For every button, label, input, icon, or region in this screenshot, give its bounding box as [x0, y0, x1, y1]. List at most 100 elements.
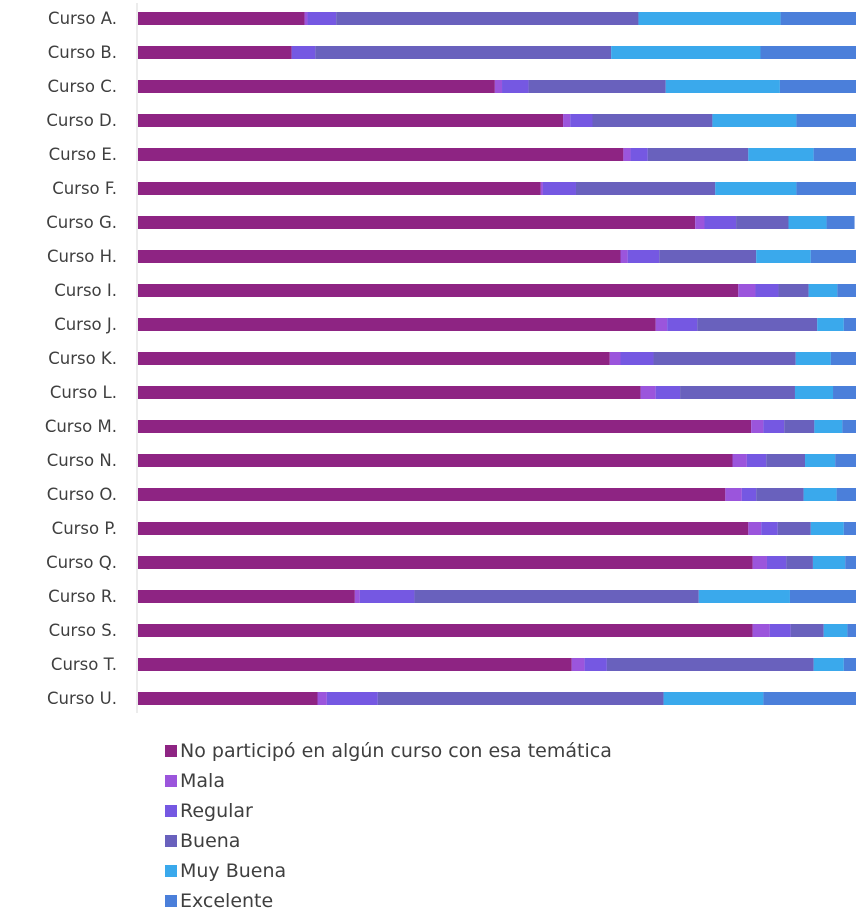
- bar-segment-series-5: [842, 420, 856, 433]
- bar-segment-series-3: [790, 624, 824, 637]
- bar-segment-series-1: [623, 148, 631, 161]
- bar-segment-series-4: [712, 114, 797, 127]
- bar-segment-series-1: [304, 12, 308, 25]
- category-label: Curso L.: [50, 383, 117, 402]
- bar-segment-series-5: [796, 114, 856, 127]
- category-label: Curso G.: [46, 213, 117, 232]
- bar-segment-series-4: [795, 352, 831, 365]
- bar-segment-series-1: [695, 216, 705, 229]
- bar-segment-series-5: [763, 692, 856, 705]
- bar-segment-series-0: [138, 182, 541, 195]
- bar-segment-series-3: [315, 46, 612, 59]
- bar-segment-series-2: [542, 182, 576, 195]
- bar-segment-series-1: [609, 352, 621, 365]
- bar-segment-series-3: [786, 556, 813, 569]
- bar-segment-series-2: [291, 46, 316, 59]
- bar-segment-series-3: [778, 284, 809, 297]
- bar-segment-series-2: [307, 12, 337, 25]
- bar-segment-series-4: [813, 658, 844, 671]
- bar-segment-series-5: [843, 658, 856, 671]
- bar-segment-series-4: [756, 250, 811, 263]
- bar-segment-series-3: [647, 148, 749, 161]
- bar-segment-series-3: [575, 182, 716, 195]
- bar-segment-series-2: [584, 658, 607, 671]
- bar-segment-series-0: [138, 250, 621, 263]
- bar-segment-series-4: [803, 488, 837, 501]
- bar-segment-series-5: [830, 352, 856, 365]
- bar-segment-series-1: [317, 692, 327, 705]
- bar-segment-series-3: [756, 488, 804, 501]
- bar-segment-series-5: [847, 624, 856, 637]
- bar-segment-series-5: [779, 80, 856, 93]
- bar-segment-series-0: [138, 386, 641, 399]
- bar-segment-series-1: [620, 250, 628, 263]
- bar-segment-series-3: [592, 114, 713, 127]
- bar-segment-series-0: [138, 114, 564, 127]
- category-label: Curso H.: [47, 247, 117, 266]
- bar-segment-series-2: [704, 216, 737, 229]
- bar-segment-series-3: [697, 318, 818, 331]
- bar-segment-series-0: [138, 590, 355, 603]
- bar-segment-series-0: [138, 488, 726, 501]
- bar-segment-series-2: [763, 420, 785, 433]
- bar-segment-series-2: [746, 454, 767, 467]
- bar-segment-series-5: [796, 182, 856, 195]
- bar-segment-series-5: [789, 590, 856, 603]
- bar-segment-series-5: [845, 556, 856, 569]
- legend-label: Excelente: [180, 890, 273, 912]
- category-label: Curso B.: [48, 43, 117, 62]
- bar-segment-series-0: [138, 454, 733, 467]
- bar-segment-series-3: [377, 692, 664, 705]
- bar-segment-series-4: [638, 12, 781, 25]
- bar-segment-series-1: [640, 386, 656, 399]
- bar-segment-series-3: [606, 658, 814, 671]
- bar-segment-series-0: [138, 46, 292, 59]
- bar-segment-series-3: [414, 590, 699, 603]
- bar-segment-series-1: [751, 420, 764, 433]
- category-labels: Curso A. Curso B. Curso C. Curso D. Curso E.…: [45, 9, 117, 708]
- bar-segment-series-5: [833, 386, 856, 399]
- category-label: Curso P.: [52, 519, 117, 538]
- bar-segment-series-4: [810, 522, 844, 535]
- bar-segment-series-3: [777, 522, 811, 535]
- bar-segment-series-1: [540, 182, 543, 195]
- bar-segment-series-0: [138, 692, 318, 705]
- bar-segment-series-2: [755, 284, 779, 297]
- category-label: Curso E.: [49, 145, 117, 164]
- category-label: Curso A.: [48, 9, 117, 28]
- bar-segment-series-3: [336, 12, 639, 25]
- bar-segment-series-1: [732, 454, 747, 467]
- category-label: Curso C.: [48, 77, 117, 96]
- legend-swatch: [165, 835, 177, 847]
- bar-segment-series-5: [826, 216, 855, 229]
- bar-segment-series-2: [761, 522, 778, 535]
- bar-segment-series-2: [741, 488, 757, 501]
- category-label: Curso J.: [54, 315, 117, 334]
- category-label: Curso T.: [51, 655, 117, 674]
- legend-swatch: [165, 775, 177, 787]
- legend-label: Muy Buena: [180, 860, 286, 882]
- bar-segment-series-2: [655, 386, 681, 399]
- bar-segment-series-2: [630, 148, 648, 161]
- bar-segment-series-0: [138, 80, 495, 93]
- bar-segment-series-1: [738, 284, 756, 297]
- bar-segment-series-5: [843, 318, 856, 331]
- bar-segment-series-0: [138, 284, 739, 297]
- bar-segment-series-3: [784, 420, 815, 433]
- bar-segment-series-2: [766, 556, 787, 569]
- bar-segment-series-4: [611, 46, 761, 59]
- legend-label: Buena: [180, 830, 240, 852]
- bars-layer: [138, 12, 856, 705]
- legend-label: No participó en algún curso con esa temá…: [180, 740, 612, 762]
- bar-segment-series-1: [571, 658, 585, 671]
- bar-segment-series-1: [655, 318, 668, 331]
- bar-segment-series-4: [823, 624, 848, 637]
- bar-segment-series-2: [326, 692, 378, 705]
- bar-segment-series-2: [667, 318, 698, 331]
- bar-segment-series-4: [698, 590, 790, 603]
- bar-segment-series-0: [138, 658, 572, 671]
- category-label: Curso D.: [46, 111, 117, 130]
- legend-label: Regular: [180, 800, 253, 822]
- bar-segment-series-0: [138, 624, 753, 637]
